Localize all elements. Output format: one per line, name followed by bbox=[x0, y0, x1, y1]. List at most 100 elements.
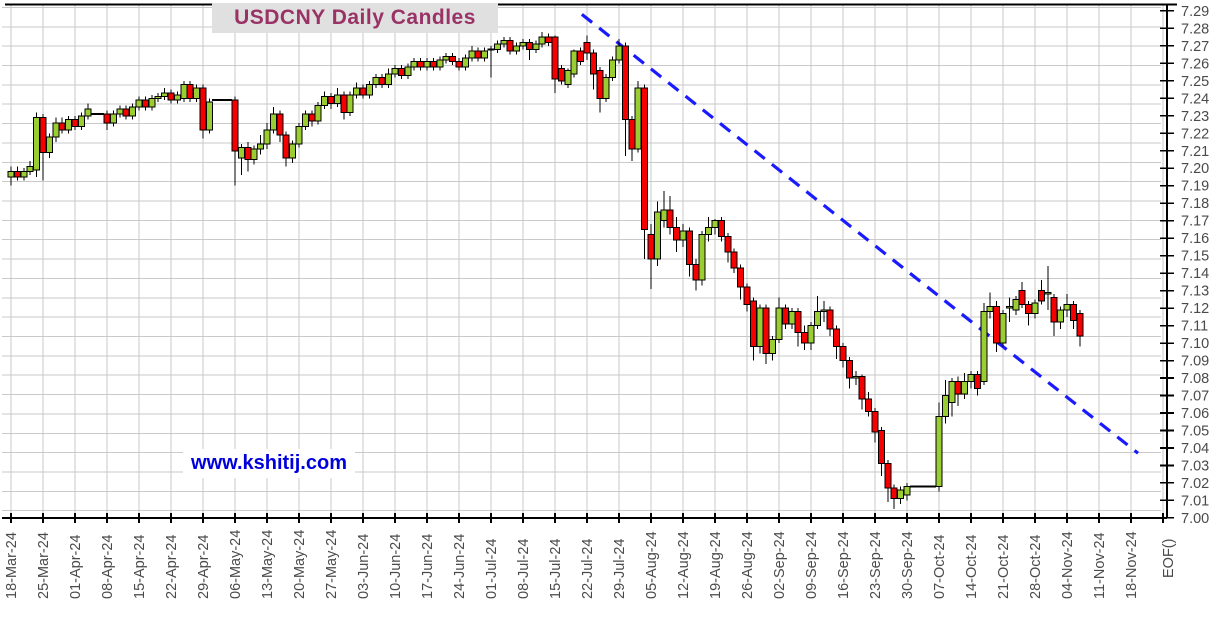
y-tick-label: 7.28 bbox=[1181, 21, 1209, 37]
y-tick-label: 7.16 bbox=[1181, 231, 1209, 247]
candle bbox=[634, 80, 642, 153]
candle bbox=[769, 336, 777, 361]
candle bbox=[385, 68, 393, 88]
x-tick-label: 13-May-24 bbox=[260, 530, 276, 599]
candle bbox=[980, 302, 988, 386]
candle bbox=[871, 407, 879, 443]
y-tick-label: 7.13 bbox=[1181, 284, 1209, 300]
y-tick-label: 7.17 bbox=[1181, 214, 1209, 230]
x-tick-label: 08-Jul-24 bbox=[516, 539, 532, 599]
x-tick-label: 07-Oct-24 bbox=[932, 535, 948, 599]
y-axis-ticks: 7.00 7.017.02 7.037.04 7.057.067.07 7.087.09… bbox=[1160, 4, 1209, 527]
candle bbox=[941, 379, 949, 424]
x-tick-label: 02-Sep-24 bbox=[772, 531, 788, 599]
candle bbox=[276, 110, 284, 143]
candle bbox=[487, 45, 495, 78]
candle bbox=[295, 122, 303, 148]
candle bbox=[705, 217, 713, 242]
candle bbox=[807, 322, 815, 351]
x-tick-label: 01-Jul-24 bbox=[484, 539, 500, 599]
x-tick-label: 28-Oct-24 bbox=[1028, 535, 1044, 599]
candle bbox=[257, 135, 265, 155]
candle bbox=[551, 35, 559, 94]
y-tick-label: 7.10 bbox=[1181, 336, 1209, 352]
y-tick-label: 7.07 bbox=[1181, 389, 1209, 405]
candle bbox=[154, 93, 162, 102]
candle bbox=[39, 114, 47, 181]
x-axis-ticks: 18-Mar-24 25-Mar-24 01-Apr-24 08-Apr-24 15-A… bbox=[4, 513, 1164, 599]
x-tick-label: 01-Apr-24 bbox=[68, 535, 84, 599]
y-tick-label: 7.23 bbox=[1181, 109, 1209, 125]
y-tick-label: 7.06 bbox=[1181, 406, 1209, 422]
candle bbox=[794, 308, 802, 347]
candles-layer bbox=[7, 31, 1084, 510]
candle bbox=[129, 103, 137, 120]
candle bbox=[858, 374, 866, 410]
candle bbox=[314, 101, 322, 125]
watermark-link: www.kshitij.com bbox=[183, 449, 355, 478]
candle bbox=[903, 482, 911, 501]
candle bbox=[922, 485, 930, 488]
candle bbox=[577, 47, 585, 66]
candle bbox=[609, 56, 617, 81]
y-tick-label: 7.25 bbox=[1181, 74, 1209, 90]
candle bbox=[263, 122, 271, 150]
candle bbox=[346, 91, 354, 116]
candle bbox=[180, 80, 188, 102]
y-tick-label: 7.03 bbox=[1181, 458, 1209, 474]
candle bbox=[685, 227, 693, 277]
candle bbox=[641, 84, 649, 260]
downtrend-line bbox=[580, 13, 1140, 455]
candle bbox=[493, 40, 501, 53]
y-tick-label: 7.19 bbox=[1181, 179, 1209, 195]
candle bbox=[109, 110, 117, 127]
x-tick-label: 18-Mar-24 bbox=[4, 532, 20, 599]
x-tick-label: 14-Oct-24 bbox=[964, 535, 980, 599]
y-tick-label: 7.11 bbox=[1181, 319, 1208, 335]
x-tick-label: 12-Aug-24 bbox=[676, 531, 692, 599]
y-tick-label: 7.01 bbox=[1181, 493, 1209, 509]
y-tick-label: 7.18 bbox=[1181, 196, 1209, 212]
candle bbox=[813, 295, 821, 330]
candle bbox=[1018, 281, 1026, 309]
x-tick-label: 29-Apr-24 bbox=[196, 535, 212, 599]
y-tick-label: 7.09 bbox=[1181, 354, 1209, 370]
candle bbox=[20, 168, 28, 181]
candle bbox=[583, 35, 591, 60]
x-tick-label: 24-Jun-24 bbox=[452, 534, 468, 599]
x-tick-label: 06-May-24 bbox=[228, 530, 244, 599]
candle bbox=[570, 49, 578, 78]
y-tick-label: 7.04 bbox=[1181, 441, 1209, 457]
candle bbox=[916, 485, 924, 488]
candle bbox=[461, 54, 469, 71]
x-tick-label: 17-Jun-24 bbox=[420, 534, 436, 599]
x-tick-label: 08-Apr-24 bbox=[100, 535, 116, 599]
y-tick-label: 7.02 bbox=[1181, 476, 1209, 492]
x-tick-label: 26-Aug-24 bbox=[740, 531, 756, 599]
y-tick-label: 7.14 bbox=[1181, 266, 1209, 282]
candle bbox=[589, 49, 597, 90]
x-tick-label: 30-Sep-24 bbox=[900, 531, 916, 599]
candle bbox=[999, 309, 1007, 347]
x-tick-label: 20-May-24 bbox=[292, 530, 308, 599]
y-tick-label: 7.24 bbox=[1181, 91, 1209, 107]
candle bbox=[212, 99, 220, 102]
x-tick-label: 10-Jun-24 bbox=[388, 534, 404, 599]
x-tick-label: 09-Sep-24 bbox=[804, 531, 820, 599]
candle bbox=[737, 264, 745, 300]
candle bbox=[84, 103, 92, 120]
candle bbox=[730, 248, 738, 274]
candle bbox=[833, 325, 841, 359]
x-tick-label: 19-Aug-24 bbox=[708, 531, 724, 599]
candle bbox=[929, 485, 937, 488]
candle bbox=[186, 80, 194, 102]
candle bbox=[1037, 280, 1045, 305]
candle bbox=[1076, 309, 1084, 347]
x-tick-label: 16-Sep-24 bbox=[836, 531, 852, 599]
y-tick-label: 7.00 bbox=[1181, 511, 1209, 527]
candle bbox=[365, 80, 373, 99]
x-tick-label: 23-Sep-24 bbox=[868, 531, 884, 599]
candle bbox=[205, 98, 213, 134]
candle bbox=[532, 40, 540, 53]
